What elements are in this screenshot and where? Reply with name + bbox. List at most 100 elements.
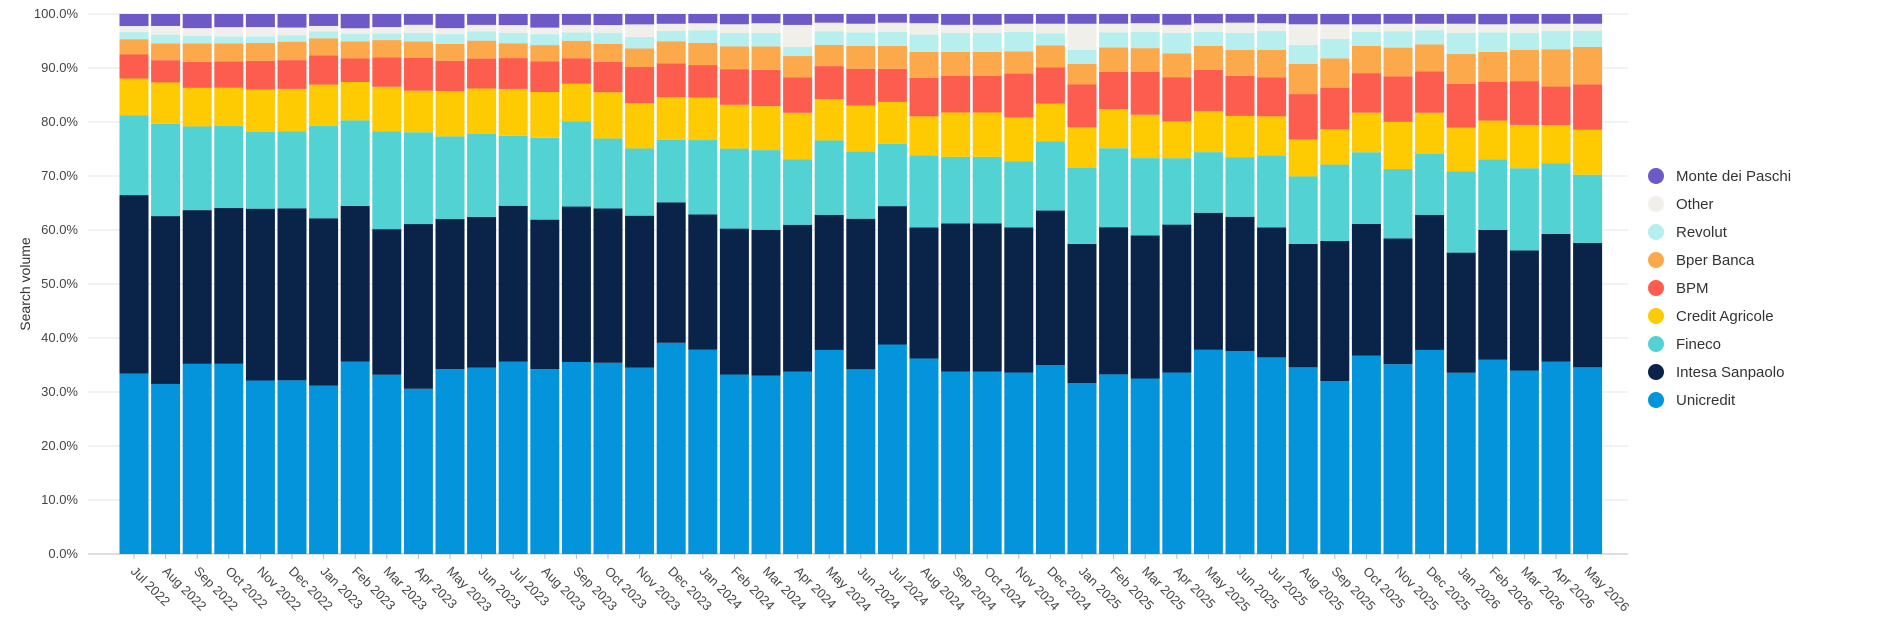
- legend-item[interactable]: Intesa Sanpaolo: [1648, 358, 1868, 386]
- y-tick-label: 20.0%: [41, 438, 78, 453]
- legend-label: BPM: [1676, 279, 1709, 297]
- bar-segment: [277, 35, 307, 42]
- bar-segment: [1257, 357, 1287, 554]
- bar-segment: [688, 349, 718, 554]
- bar-segment: [1004, 23, 1034, 32]
- bar-segment: [814, 22, 844, 32]
- bar-segment: [846, 32, 876, 46]
- bar-segment: [1004, 372, 1034, 554]
- bar-segment: [656, 41, 686, 64]
- bar-segment: [656, 342, 686, 554]
- y-tick-label: 60.0%: [41, 222, 78, 237]
- bar-stack: [372, 14, 402, 554]
- bar-stack: [1446, 14, 1476, 554]
- bar-segment: [1573, 129, 1603, 175]
- bar-segment: [751, 106, 781, 151]
- legend-item[interactable]: Bper Banca: [1648, 246, 1868, 274]
- bar-stack: [1320, 14, 1350, 554]
- bar-segment: [909, 14, 939, 24]
- legend-item[interactable]: Revolut: [1648, 218, 1868, 246]
- bar-segment: [1320, 58, 1350, 88]
- bar-segment: [277, 131, 307, 209]
- bar-segment: [783, 46, 813, 57]
- bar-segment: [1509, 370, 1539, 554]
- bar-segment: [909, 358, 939, 554]
- bar-segment: [1193, 110, 1223, 153]
- bar-segment: [1099, 23, 1129, 33]
- bar-segment: [467, 58, 497, 89]
- legend-swatch: [1648, 336, 1664, 352]
- legend-item[interactable]: BPM: [1648, 274, 1868, 302]
- bar-segment: [1225, 351, 1255, 554]
- bar-segment: [593, 43, 623, 62]
- bar-segment: [403, 57, 433, 91]
- bar-segment: [1257, 155, 1287, 228]
- bar-segment: [972, 14, 1002, 25]
- bar-stack: [1035, 14, 1065, 554]
- bar-segment: [593, 61, 623, 93]
- bar-segment: [309, 84, 339, 126]
- bar-segment: [182, 87, 212, 127]
- bar-segment: [245, 380, 275, 554]
- bar-stack: [1257, 14, 1287, 554]
- bar-segment: [340, 205, 370, 362]
- bar-segment: [277, 41, 307, 61]
- bar-segment: [372, 14, 402, 28]
- bar-stack: [1351, 14, 1381, 554]
- bar-segment: [467, 14, 497, 25]
- bar-segment: [1351, 112, 1381, 153]
- legend-item[interactable]: Monte dei Paschi: [1648, 162, 1868, 190]
- bar-segment: [593, 14, 623, 26]
- bar-segment: [1162, 32, 1192, 54]
- bar-segment: [245, 14, 275, 28]
- bar-segment: [972, 75, 1002, 113]
- bar-segment: [1067, 84, 1097, 128]
- bar-segment: [1288, 176, 1318, 244]
- bar-segment: [941, 51, 971, 76]
- bar-segment: [119, 39, 149, 55]
- bar-segment: [1288, 367, 1318, 554]
- legend-item[interactable]: Other: [1648, 190, 1868, 218]
- bar-segment: [309, 125, 339, 219]
- bar-segment: [1415, 214, 1445, 350]
- bar-segment: [941, 75, 971, 113]
- bar-segment: [814, 349, 844, 554]
- bar-segment: [561, 32, 591, 41]
- bar-segment: [719, 148, 749, 229]
- bar-stack: [498, 14, 528, 554]
- bar-segment: [1573, 23, 1603, 31]
- bar-segment: [1541, 14, 1571, 24]
- bar-segment: [1004, 31, 1034, 52]
- bar-segment: [498, 14, 528, 26]
- bar-segment: [340, 33, 370, 42]
- bar-segment: [435, 14, 465, 29]
- bar-segment: [1035, 45, 1065, 68]
- y-tick-label: 90.0%: [41, 60, 78, 75]
- bar-segment: [340, 58, 370, 82]
- bar-segment: [245, 42, 275, 61]
- bar-segment: [1162, 53, 1192, 78]
- bar-segment: [1478, 32, 1508, 52]
- bar-segment: [1383, 23, 1413, 32]
- bar-segment: [1288, 24, 1318, 45]
- bar-segment: [625, 148, 655, 216]
- bar-segment: [561, 362, 591, 554]
- bar-segment: [1415, 14, 1445, 24]
- bar-segment: [530, 27, 560, 35]
- legend-item[interactable]: Unicredit: [1648, 386, 1868, 414]
- legend-item[interactable]: Credit Agricole: [1648, 302, 1868, 330]
- bar-segment: [877, 68, 907, 102]
- bar-segment: [593, 208, 623, 363]
- bar-segment: [403, 388, 433, 554]
- legend-item[interactable]: Fineco: [1648, 330, 1868, 358]
- bar-segment: [1257, 14, 1287, 24]
- bar-segment: [783, 371, 813, 554]
- y-tick-label: 70.0%: [41, 168, 78, 183]
- bar-stack: [1288, 14, 1318, 554]
- bar-segment: [783, 77, 813, 113]
- bar-segment: [119, 32, 149, 40]
- bar-segment: [467, 31, 497, 41]
- bar-segment: [972, 223, 1002, 372]
- bar-segment: [1478, 359, 1508, 554]
- bar-segment: [1162, 158, 1192, 225]
